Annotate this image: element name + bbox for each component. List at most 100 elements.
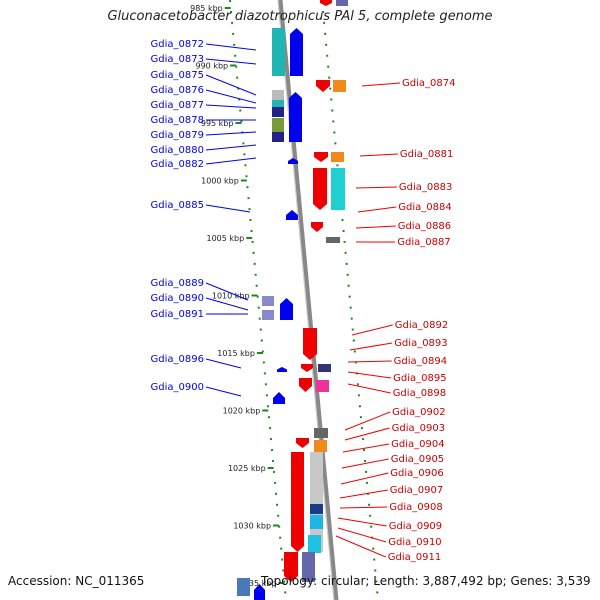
gene-label-left: Gdia_0873 [151,54,204,65]
label-leaders [205,43,401,558]
gene-block [333,80,346,92]
gene-label-left: Gdia_0891 [151,309,204,320]
guide-ring-inner-left [229,0,287,600]
position-tick-label: 1005 kbp [207,234,245,243]
right-label-leader [347,383,391,394]
right-label-leader [347,360,392,363]
gene-label-right: Gdia_0907 [390,485,443,496]
position-tick-label: 1015 kbp [217,349,255,358]
gene-arrow-reverse [301,364,313,372]
gene-label-right: Gdia_0908 [389,502,442,513]
gene-label-right: Gdia_0909 [389,521,442,532]
gene-label-left: Gdia_0900 [151,382,204,393]
position-tick-label: 995 kbp [201,119,234,128]
gene-arrow-reverse [320,0,332,6]
left-label-leader [205,131,257,136]
left-label-leader [205,58,257,65]
right-label-leader [339,506,388,509]
gene-block [272,107,284,117]
gene-block [331,168,345,210]
gene-label-right: Gdia_0903 [392,423,445,434]
gene-label-right: Gdia_0893 [394,338,447,349]
gene-label-right: Gdia_0884 [398,202,451,213]
gene-block [314,428,328,438]
backbone-highlight [277,0,335,600]
gene-label-right: Gdia_0894 [394,356,447,367]
gene-block [308,535,321,553]
left-label-leader [205,358,242,369]
genome-title: Gluconacetobacter diazotrophicus PAl 5, … [107,9,493,24]
gene-block [336,0,348,6]
gene-block [302,552,315,582]
gene-arrow-forward [286,210,298,220]
left-label-leader [205,89,257,104]
genome-summary: Topology: circular; Length: 3,887,492 bp… [261,574,591,588]
gene-label-right: Gdia_0904 [391,439,444,450]
gene-label-left: Gdia_0879 [151,130,204,141]
gene-label-right: Gdia_0905 [391,454,444,465]
gene-arrow-reverse [299,378,312,392]
gene-label-left: Gdia_0885 [151,200,204,211]
gene-block [314,440,327,452]
right-label-leader [357,206,397,213]
gene-label-left: Gdia_0877 [151,100,204,111]
right-label-leader [344,411,391,431]
gene-label-left: Gdia_0878 [151,115,204,126]
gene-label-right: Gdia_0874 [402,78,455,89]
guide-rings [229,0,379,600]
gene-block [272,132,284,142]
right-label-leader [349,342,393,351]
gene-label-left: Gdia_0890 [151,293,204,304]
gene-block [272,118,284,132]
gene-block [262,310,274,320]
gene-arrow-forward [254,584,265,600]
gene-label-right: Gdia_0902 [392,407,445,418]
gene-block [318,364,331,372]
gene-arrow-forward [280,298,293,320]
gene-label-left: Gdia_0872 [151,39,204,50]
gene-label-right: Gdia_0898 [393,388,446,399]
gene-label-left: Gdia_0896 [151,354,204,365]
gene-label-right: Gdia_0887 [397,237,450,248]
gene-arrow-reverse [284,552,298,582]
gene-features [237,0,348,600]
gene-labels: Gdia_0872 Gdia_0873 Gdia_0875 Gdia_0876 Gdia… [151,39,456,563]
right-label-leader [335,535,386,558]
position-tick-label: 1030 kbp [233,522,271,531]
left-label-leader [205,157,257,165]
gene-block [326,237,340,243]
right-label-leader [341,458,389,469]
left-label-leader [205,74,257,96]
right-label-leader [340,472,389,485]
position-tick-label: 1020 kbp [223,407,261,416]
gene-label-right: Gdia_0911 [388,552,441,563]
right-label-leader [359,153,398,157]
right-label-leader [355,225,396,229]
gene-block [272,90,284,100]
gene-label-right: Gdia_0886 [398,221,451,232]
gene-block [331,152,344,162]
gene-label-left: Gdia_0876 [151,85,204,96]
accession-text: Accession: NC_011365 [8,574,145,588]
position-tick-label: 985 kbp [190,4,223,13]
gene-arrow-forward [277,367,287,372]
gene-arrow-reverse [296,438,309,448]
right-label-leader [337,517,387,527]
gene-label-right: Gdia_0881 [400,149,453,160]
gene-label-left: Gdia_0882 [151,159,204,170]
right-label-leader [342,443,390,453]
gene-arrow-forward [290,28,303,76]
right-label-leader [344,427,390,441]
gene-arrow-reverse [311,222,323,232]
right-label-leader [337,527,387,543]
position-tick-label: 1035 kbp [239,579,277,588]
left-label-leader [205,43,257,51]
gene-block [316,380,329,392]
gene-label-left: Gdia_0875 [151,70,204,81]
gene-block [237,578,250,596]
gene-block [272,28,285,76]
gene-arrow-reverse [314,152,328,162]
gene-label-left: Gdia_0889 [151,278,204,289]
right-label-leader [347,371,392,379]
